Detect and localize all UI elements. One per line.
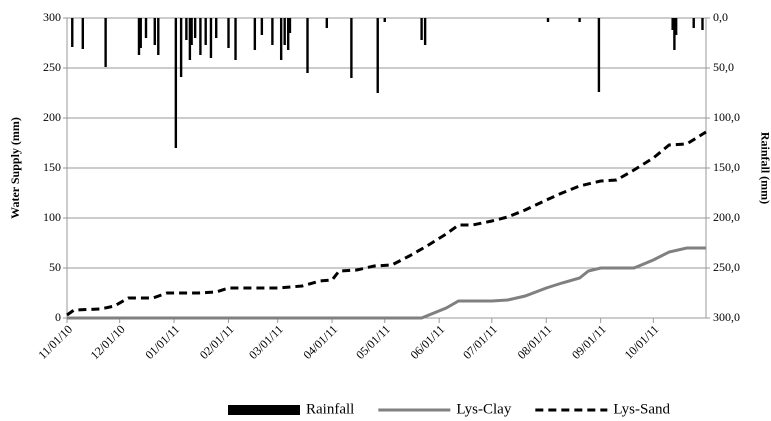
rainfall-bar (288, 18, 292, 33)
y2-tick-label: 300,0 (713, 310, 740, 324)
y-tick-label: 50 (49, 260, 61, 274)
rainfall-bar (174, 18, 178, 148)
y-tick-label: 250 (43, 60, 61, 74)
rainfall-bar (350, 18, 353, 78)
y2-tick-label: 200,0 (713, 210, 740, 224)
x-tick-label: 11/01/10 (35, 322, 75, 362)
legend-label: Lys-Clay (456, 401, 511, 417)
rainfall-bar (578, 18, 581, 22)
y2-tick-label: 150,0 (713, 160, 740, 174)
x-tick-label: 03/01/11 (246, 322, 286, 362)
x-tick-label: 04/01/11 (300, 322, 340, 362)
rainfall-bar (199, 18, 202, 55)
rainfall-bar (190, 18, 193, 45)
rainfall-bar (104, 18, 107, 67)
rainfall-bar (137, 18, 141, 55)
rainfall-bar (253, 18, 257, 50)
rainfall-bar (227, 18, 230, 48)
series-line (66, 130, 707, 317)
x-tick-label: 12/01/10 (88, 322, 128, 362)
rainfall-bar (325, 18, 329, 28)
rainfall-bar (674, 18, 678, 35)
rainfall-bar (286, 18, 290, 50)
x-tick-label: 01/01/11 (142, 322, 182, 362)
rainfall-bar (185, 18, 188, 40)
legend-label: Rainfall (306, 401, 354, 417)
x-tick-label: 06/01/11 (407, 322, 447, 362)
rainfall-bar (204, 18, 207, 45)
rainfall-bar (139, 18, 142, 48)
y-tick-label: 150 (43, 160, 61, 174)
rainfall-bar (153, 18, 156, 45)
rainfall-bar (215, 18, 218, 38)
y-tick-label: 200 (43, 110, 61, 124)
rainfall-bar (179, 18, 183, 77)
rainfall-bar (383, 18, 386, 22)
rainfall-bar (673, 18, 676, 50)
legend-swatch (228, 405, 300, 415)
legend-label: Lys-Sand (613, 401, 670, 417)
x-tick-label: 02/01/11 (197, 322, 237, 362)
x-tick-label: 09/01/11 (569, 322, 609, 362)
rainfall-bar (71, 18, 74, 47)
y-axis-title: Water Supply (mm) (8, 117, 22, 219)
y2-tick-label: 250,0 (713, 260, 740, 274)
rainfall-bar (701, 18, 704, 30)
rainfall-bar (671, 18, 674, 30)
rainfall-bar (260, 18, 264, 35)
rainfall-bar (420, 18, 423, 40)
x-tick-label: 08/01/11 (515, 322, 555, 362)
rainfall-bar (157, 18, 160, 55)
rainfall-bar (234, 18, 237, 60)
x-tick-label: 07/01/11 (460, 322, 500, 362)
rainfall-bar (376, 18, 379, 93)
rainfall-bar (81, 18, 84, 49)
y2-tick-label: 100,0 (713, 110, 740, 124)
rainfall-bar (271, 18, 274, 45)
rainfall-bar (546, 18, 550, 22)
rainfall-bar (306, 18, 309, 73)
rainfall-bar (193, 18, 197, 38)
y-tick-label: 300 (43, 10, 61, 24)
rainfall-bar (597, 18, 601, 92)
y2-tick-label: 50,0 (713, 60, 734, 74)
y2-axis-title: Rainfall (mm) (758, 132, 771, 204)
rainfall-bar (209, 18, 213, 58)
rainfall-bar (423, 18, 427, 45)
rainfall-bar (692, 18, 695, 28)
x-tick-label: 10/01/11 (622, 322, 662, 362)
y-tick-label: 100 (43, 210, 61, 224)
rainfall-bar (144, 18, 148, 38)
y-tick-label: 0 (55, 310, 61, 324)
rainfall-bar (279, 18, 283, 60)
rainfall-bar (188, 18, 192, 60)
series-line (67, 246, 706, 320)
rainfall-bar (283, 18, 286, 45)
x-tick-label: 05/01/11 (353, 322, 393, 362)
y2-tick-label: 0,0 (713, 10, 728, 24)
